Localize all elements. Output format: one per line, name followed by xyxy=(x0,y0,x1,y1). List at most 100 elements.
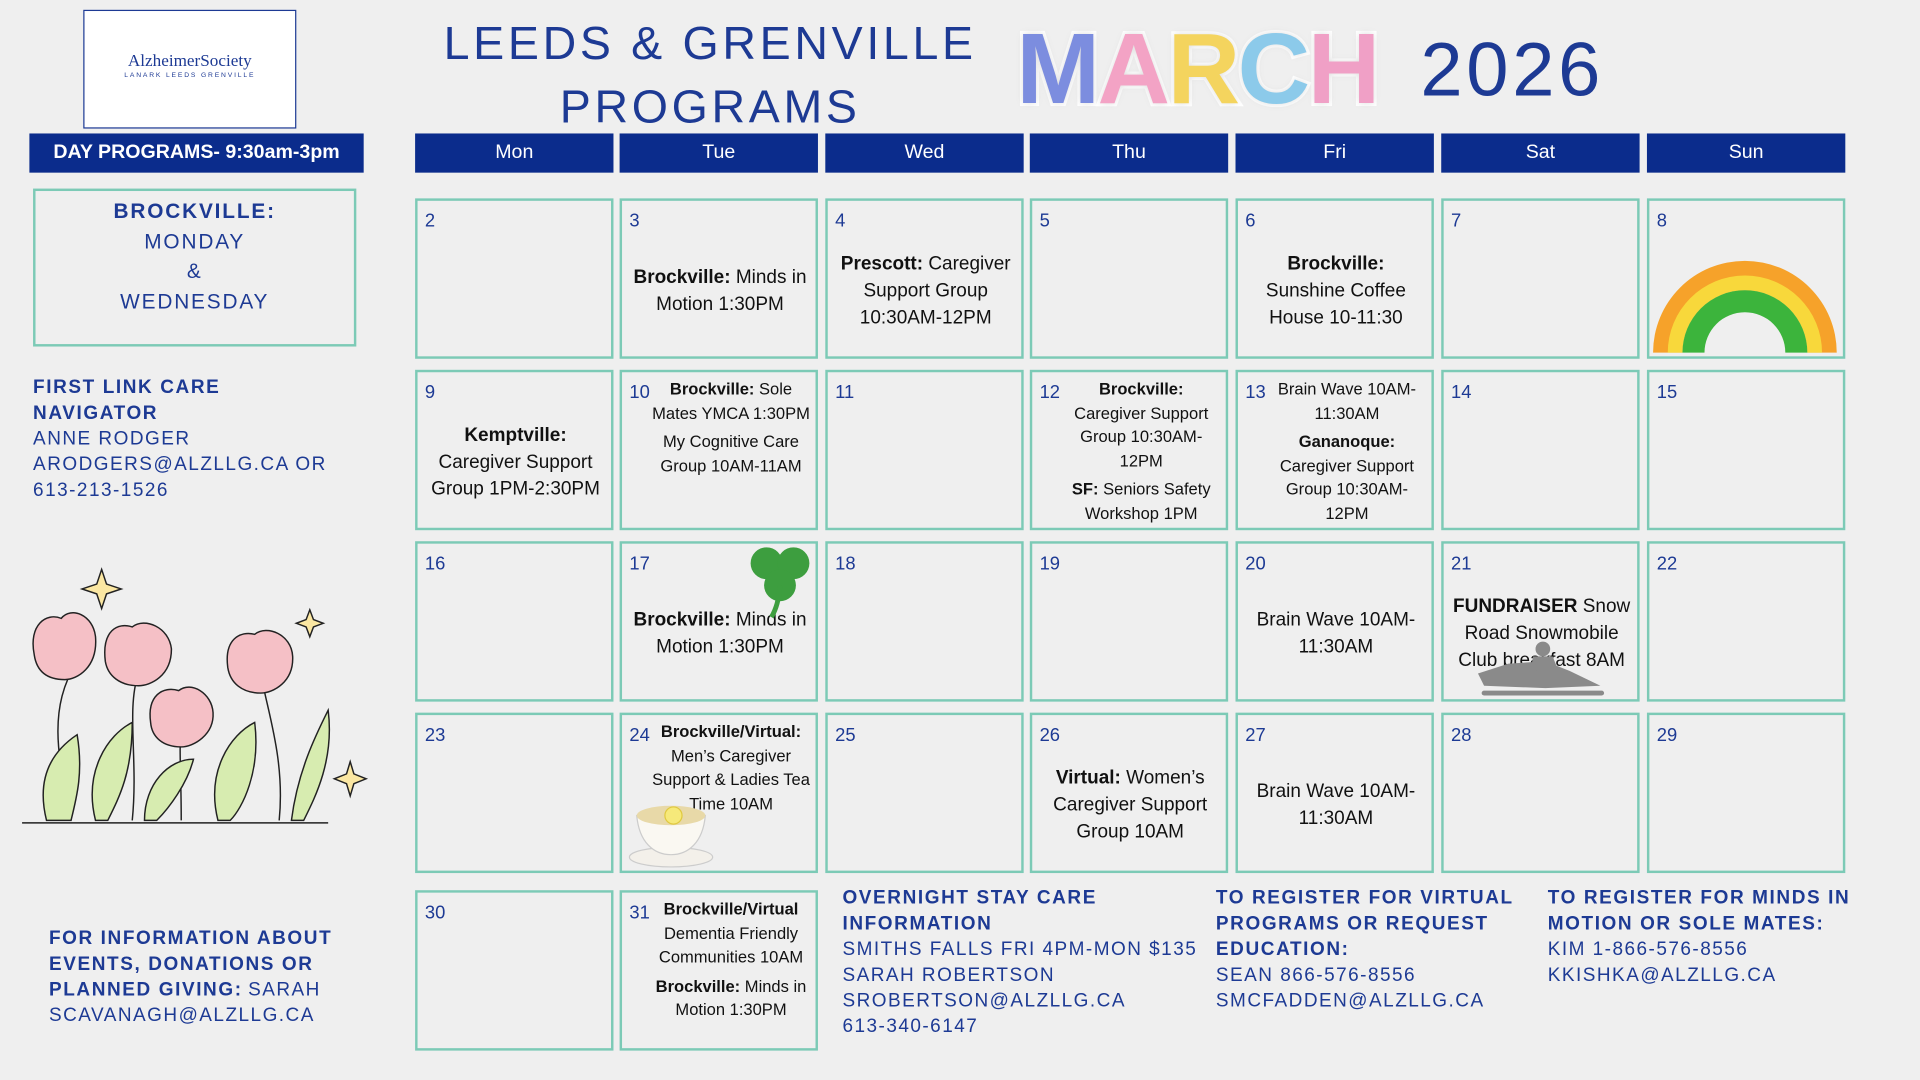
event: Brockville: Minds in Motion 1:30PM xyxy=(651,974,810,1022)
day-cell: 25 xyxy=(825,712,1024,874)
day-events: Prescott: Caregiver Support Group 10:30A… xyxy=(835,230,1016,351)
event: Brockville: Minds in Motion 1:30PM xyxy=(629,607,810,661)
teacup-icon xyxy=(628,805,714,868)
footer-section: TO REGISTER FOR VIRTUAL PROGRAMS OR REQU… xyxy=(1216,885,1534,1014)
event-text: Caregiver Support Group 10:30AM-12PM xyxy=(1279,456,1415,523)
info: FOR INFORMATION ABOUT EVENTS, DONATIONS … xyxy=(49,926,355,1029)
event-text: Sole Mates YMCA 1:30PM xyxy=(652,379,810,422)
day-cell: 11 xyxy=(825,369,1024,531)
event-label: Brockville: xyxy=(669,379,755,398)
day-cell: 22 xyxy=(1646,541,1846,702)
event-text: Caregiver Support Group 1PM-2:30PM xyxy=(431,451,600,499)
day-number: 22 xyxy=(1656,553,1678,575)
event-label: FUNDRAISER xyxy=(1453,595,1578,617)
day-cell: 28 xyxy=(1441,712,1640,874)
day-number: 10 xyxy=(629,382,650,403)
weekday-header: Sun xyxy=(1646,133,1846,173)
event-text: Brain Wave 10AM-11:30AM xyxy=(1256,780,1416,829)
day-events: Brockville: Caregiver Support Group 10:3… xyxy=(1040,377,1221,523)
info-heading: FOR INFORMATION ABOUT EVENTS, DONATIONS … xyxy=(48,928,333,1001)
month: MARCH xyxy=(1013,11,1383,127)
day-number: 23 xyxy=(424,724,446,746)
event: SF: Seniors Safety Workshop 1PM xyxy=(1062,478,1221,526)
event: Brain Wave 10AM-11:30AM xyxy=(1267,377,1426,425)
day-cell: 9 Kemptville: Caregiver Support Group 1PM… xyxy=(415,369,614,531)
day-events: Brain Wave 10AM-11:30AM xyxy=(1245,744,1426,865)
day-events: Brockville: Minds in Motion 1:30PM xyxy=(629,230,810,351)
day-number: 24 xyxy=(629,724,650,746)
day-number: 7 xyxy=(1451,210,1462,232)
year: 2026 xyxy=(1420,28,1605,113)
day-number: 9 xyxy=(424,382,436,403)
first-link-heading: FIRST LINK CARE NAVIGATOR xyxy=(33,377,221,424)
day-cell: 23 xyxy=(415,712,614,874)
footer-line: SEAN 866-576-8556 xyxy=(1215,964,1417,986)
day-cell: 29 xyxy=(1646,712,1846,874)
title-line: PROGRAMS xyxy=(559,82,861,134)
event-text: Men’s Caregiver Support & Ladies Tea Tim… xyxy=(652,746,810,813)
day-number: 18 xyxy=(835,553,856,575)
event-label: Gananoque: xyxy=(1298,432,1396,451)
event-label: Kemptville: xyxy=(464,424,567,446)
event: Brain Wave 10AM-11:30AM xyxy=(1245,778,1426,832)
day-cell: 24 Brockville/Virtual: Men’s Caregiver Su… xyxy=(619,712,818,874)
info-text: SARAH SCAVANAGH@ALZLLG.CA xyxy=(48,979,321,1027)
first-link-line: ARODGERS@ALZLLG.CA OR xyxy=(33,454,327,476)
footer-line: 613-340-6147 xyxy=(842,1016,979,1038)
event: Brockville/Virtual: Men’s Caregiver Supp… xyxy=(651,720,810,816)
day-number: 31 xyxy=(629,902,650,924)
day-cell: 27 Brain Wave 10AM-11:30AM xyxy=(1235,712,1434,874)
day-cell: 26 Virtual: Women’s Caregiver Support Gro… xyxy=(1029,712,1229,874)
title: LEEDS & GRENVILLE PROGRAMS xyxy=(416,12,1004,139)
rainbow-icon xyxy=(1653,260,1837,353)
footer-heading: TO REGISTER FOR MINDS IN MOTION OR SOLE … xyxy=(1547,887,1851,935)
weekday-header: Sat xyxy=(1441,133,1640,173)
brockville-box: BROCKVILLE: MONDAY & WEDNESDAY xyxy=(33,188,357,347)
day-cell: 10 Brockville: Sole Mates YMCA 1:30PM My C… xyxy=(619,369,818,531)
brockville-line: MONDAY xyxy=(144,229,246,253)
event-text: Caregiver Support Group 10:30AM-12PM xyxy=(1074,403,1209,470)
day-cell: 21 FUNDRAISER Snow Road Snowmobile Club b… xyxy=(1441,541,1640,702)
event-label: Brockville/Virtual: xyxy=(660,722,802,741)
day-events: Brockville: Minds in Motion 1:30PM xyxy=(629,573,810,694)
event-text: My Cognitive Care Group 10AM-11AM xyxy=(660,432,802,475)
first-link-line: ANNE RODGER xyxy=(33,428,191,450)
day-number: 20 xyxy=(1245,553,1266,575)
footer-line: SMCFADDEN@ALZLLG.CA xyxy=(1215,990,1485,1012)
event-text: Women’s Caregiver Support Group 10AM xyxy=(1053,767,1208,842)
day-number: 2 xyxy=(424,210,436,232)
event: Prescott: Caregiver Support Group 10:30A… xyxy=(835,250,1016,331)
day-cell: 7 xyxy=(1441,198,1640,359)
event-text: Minds in Motion 1:30PM xyxy=(656,266,807,315)
day-cell: 4 Prescott: Caregiver Support Group 10:30… xyxy=(825,198,1024,359)
event: Brockville: Caregiver Support Group 10:3… xyxy=(1062,377,1221,473)
day-cell: 12 Brockville: Caregiver Support Group 10… xyxy=(1029,369,1229,531)
day-number: 5 xyxy=(1039,210,1050,232)
day-number: 6 xyxy=(1245,210,1256,232)
brockville-line: WEDNESDAY xyxy=(120,289,270,313)
day-number: 14 xyxy=(1451,382,1472,403)
footer-heading: TO REGISTER FOR VIRTUAL PROGRAMS OR REQU… xyxy=(1215,887,1514,961)
event-label: Prescott: xyxy=(840,252,924,274)
day-events: Kemptville: Caregiver Support Group 1PM-… xyxy=(425,402,606,523)
event-label: SF: xyxy=(1071,480,1099,499)
footer-line: SARAH ROBERTSON xyxy=(842,964,1056,986)
event-text: Minds in Motion 1:30PM xyxy=(656,609,807,657)
day-cell: 6 Brockville: Sunshine Coffee House 10-11… xyxy=(1235,198,1434,359)
day-events: Brain Wave 10AM-11:30AM xyxy=(1245,573,1426,694)
weekday-header: Mon xyxy=(415,133,614,173)
event-text: Minds in Motion 1:30PM xyxy=(675,976,807,1019)
day-number: 8 xyxy=(1656,210,1667,232)
event: Brockville: Minds in Motion 1:30PM xyxy=(629,264,810,318)
day-cell: 31 Brockville/Virtual Dementia Friendly C… xyxy=(619,890,818,1051)
event-text: Dementia Friendly Communities 10AM xyxy=(658,923,804,967)
weekday-header: Thu xyxy=(1029,133,1229,173)
event-label: Brockville: xyxy=(633,266,731,288)
day-number: 26 xyxy=(1039,724,1061,746)
event: Brockville: Sunshine Coffee House 10-11:… xyxy=(1245,250,1426,331)
day-number: 21 xyxy=(1451,553,1472,575)
event-label: Virtual: xyxy=(1055,767,1121,788)
day-number: 16 xyxy=(424,553,446,575)
day-number: 29 xyxy=(1656,724,1678,746)
